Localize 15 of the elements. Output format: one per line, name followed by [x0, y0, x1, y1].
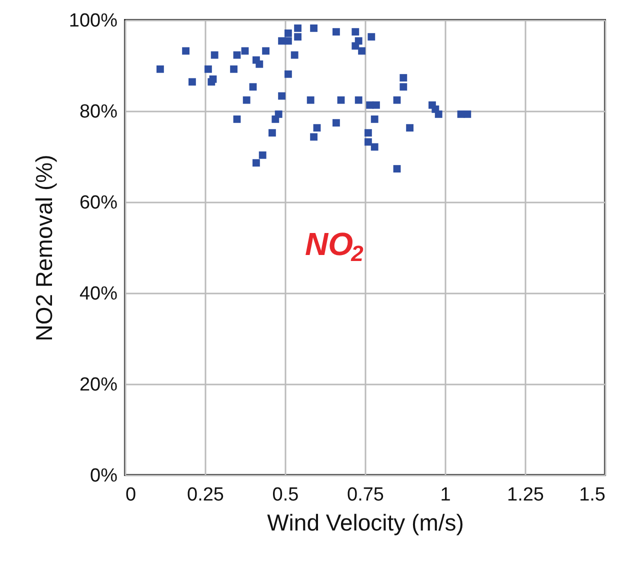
y-tick-label: 0%: [90, 466, 118, 486]
x-tick-label: 0.25: [187, 484, 224, 506]
x-tick-label: 1.25: [507, 484, 544, 506]
x-tick-label: 0.5: [272, 484, 299, 506]
y-tick-label: 100%: [68, 10, 118, 32]
x-tick-label: 0.75: [347, 484, 384, 506]
x-tick-label: 1.5: [579, 484, 606, 506]
x-tick-label: 1: [440, 484, 451, 506]
y-tick-label: 60%: [79, 192, 118, 214]
y-axis-title: NO2 Removal (%): [30, 154, 57, 342]
x-axis-title: Wind Velocity (m/s): [267, 510, 464, 536]
x-tick-label: 0: [126, 484, 136, 506]
y-tick-label: 40%: [79, 284, 118, 304]
y-tick-label: 20%: [79, 374, 118, 396]
y-tick-label: 80%: [79, 102, 118, 122]
